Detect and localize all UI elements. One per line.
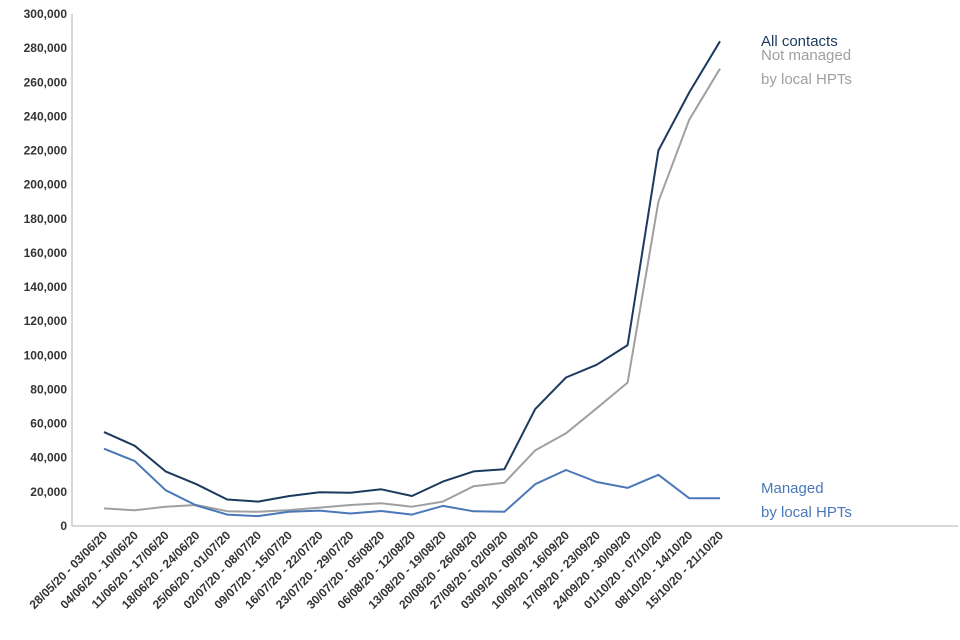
y-tick-label: 140,000: [24, 280, 68, 294]
series-label-0: All contacts: [761, 33, 838, 50]
series-label-1: Not managed: [761, 47, 851, 64]
y-tick-label: 120,000: [24, 314, 68, 328]
y-tick-label: 280,000: [24, 41, 68, 55]
series-line-0: [103, 40, 721, 503]
y-tick-label: 300,000: [24, 7, 68, 21]
y-tick-label: 80,000: [30, 382, 67, 396]
series-label-2: Managed: [761, 480, 824, 497]
series-label-2: by local HPTs: [761, 504, 852, 521]
y-tick-label: 0: [60, 519, 67, 533]
y-tick-labels: 0 20,000 40,000 60,000 80,000 100,000 120,000 1…: [24, 7, 68, 533]
y-tick-label: 100,000: [24, 348, 68, 362]
y-tick-label: 260,000: [24, 75, 68, 89]
y-tick-label: 200,000: [24, 178, 68, 192]
series-line-1: [103, 68, 721, 513]
y-tick-label: 60,000: [30, 417, 67, 431]
axes: [71, 14, 958, 527]
series-line-2: [103, 447, 720, 518]
y-tick-label: 220,000: [24, 144, 68, 158]
y-tick-label: 40,000: [30, 451, 67, 465]
y-tick-label: 180,000: [24, 212, 68, 226]
y-tick-label: 240,000: [24, 109, 68, 123]
y-tick-label: 20,000: [30, 485, 67, 499]
series-label-1: by local HPTs: [761, 71, 852, 88]
series-lines: [103, 40, 721, 518]
y-tick-label: 160,000: [24, 246, 68, 260]
